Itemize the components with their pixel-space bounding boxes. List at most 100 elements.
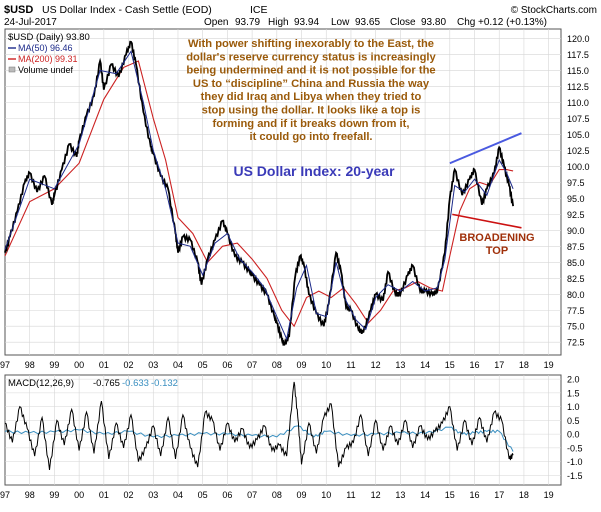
high-label: High [268,17,289,28]
x-tick-label: 16 [470,490,480,500]
x-tick-label: 13 [395,360,405,370]
x-tick-label: 05 [198,490,208,500]
commentary-line: they did Iraq and Libya when they tried … [201,91,422,103]
legend-volume-swatch [8,66,16,73]
price-panel-grid [5,29,561,355]
y-tick-label: 117.5 [567,50,589,60]
chart-symbol: $USD [4,4,33,16]
close-label: Close [390,17,416,28]
y-tick-label: 97.5 [567,178,585,188]
y-tick-label: 75.0 [567,322,585,332]
x-tick-label: 07 [247,490,257,500]
legend-volume: Volume undef [18,65,74,75]
x-tick-label: 16 [470,360,480,370]
x-tick-label: 15 [445,490,455,500]
commentary-line: forming and if it breaks down from it, [212,118,409,130]
commentary-line: it could go into freefall. [249,131,372,143]
x-tick-label: 01 [99,360,109,370]
x-tick-label: 15 [445,360,455,370]
y-tick-label: 0.0 [567,430,580,440]
y-tick-label: 110.0 [567,98,589,108]
close-value: 93.80 [421,17,446,28]
x-tick-label: 10 [321,360,331,370]
y-tick-label: 90.0 [567,226,585,236]
macd-signal-value: -0.633 [122,378,149,389]
high-value: 93.94 [294,17,319,28]
commentary-line: With power shifting inexorably to the Ea… [188,38,434,50]
x-tick-label: 06 [222,360,232,370]
x-tick-label: 07 [247,360,257,370]
y-tick-label: 77.5 [567,306,585,316]
x-tick-label: 03 [148,360,158,370]
macd-legend: MACD(12,26,9) -0.765 -0.633 -0.132 [8,378,178,389]
x-tick-label: 02 [124,490,134,500]
y-tick-label: 100.0 [567,162,590,172]
x-tick-label: 17 [494,490,504,500]
low-label: Low [331,17,350,28]
x-tick-label: 13 [395,490,405,500]
x-tick-label: 12 [371,490,381,500]
lower-trendline [452,213,522,229]
macd-histogram-value: -0.132 [151,378,178,389]
legend-ma50: MA(50) 96.46 [18,43,73,53]
legend-price: $USD (Daily) 93.80 [8,32,90,43]
y-tick-label: 0.5 [567,416,580,426]
x-tick-label: 05 [198,360,208,370]
x-tick-label: 97 [0,490,10,500]
y-tick-label: 105.0 [567,130,590,140]
x-tick-label: 10 [321,490,331,500]
y-tick-label: 1.0 [567,402,580,412]
y-tick-label: 102.5 [567,146,590,156]
x-tick-label: 12 [371,360,381,370]
y-tick-label: 2.0 [567,375,580,385]
macd-panel-frame [4,374,562,486]
y-tick-label: 95.0 [567,194,585,204]
x-tick-label: 19 [544,490,554,500]
legend-ma200: MA(200) 99.31 [18,54,78,64]
x-tick-label: 11 [346,490,355,500]
x-tick-label: 04 [173,360,183,370]
x-tick-label: 98 [25,490,35,500]
x-tick-label: 09 [297,490,307,500]
commentary-text: With power shifting inexorably to the Ea… [186,38,436,143]
macd-label: MACD(12,26,9) [8,378,74,389]
x-tick-label: 11 [346,360,355,370]
x-tick-label: 19 [544,360,554,370]
y-tick-label: 92.5 [567,210,585,220]
chart-instrument-name: US Dollar Index - Cash Settle (EOD) [42,4,212,16]
x-tick-label: 18 [519,490,529,500]
x-tick-label: 01 [99,490,109,500]
y-tick-label: 82.5 [567,274,585,284]
upper-trendline [449,132,522,165]
y-tick-label: -1.5 [567,471,583,481]
x-tick-label: 99 [49,490,59,500]
macd-y-axis: -1.5 -1.0 -0.5 0.0 0.5 1.0 1.5 2.0 [567,375,583,481]
x-tick-label: 14 [420,360,430,370]
watermark: © StockCharts.com [511,5,597,16]
y-tick-label: 1.5 [567,388,580,398]
x-tick-label: 98 [25,360,35,370]
y-tick-label: 107.5 [567,114,590,124]
x-tick-label: 02 [124,360,134,370]
series-legend: $USD (Daily) 93.80 MA(50) 96.46 MA(200) … [8,32,90,75]
y-tick-label: 112.5 [567,82,589,92]
x-tick-label: 17 [494,360,504,370]
x-tick-label: 06 [222,490,232,500]
open-label: Open [204,17,228,28]
broadening-top-label-line1: BROADENING [459,232,534,244]
low-value: 93.65 [355,17,380,28]
y-tick-label: -1.0 [567,457,583,467]
y-tick-label: 120.0 [567,34,590,44]
chart-exchange: ICE [250,4,268,16]
chart-date: 24-Jul-2017 [4,17,57,28]
x-tick-label: 97 [0,360,10,370]
macd-line [4,381,514,470]
x-tick-label: 18 [519,360,529,370]
x-tick-label: 09 [297,360,307,370]
open-value: 93.79 [235,17,260,28]
x-tick-label: 00 [74,360,84,370]
ma50-line [4,50,514,341]
commentary-line: stop using the dollar. It looks like a t… [202,105,421,117]
